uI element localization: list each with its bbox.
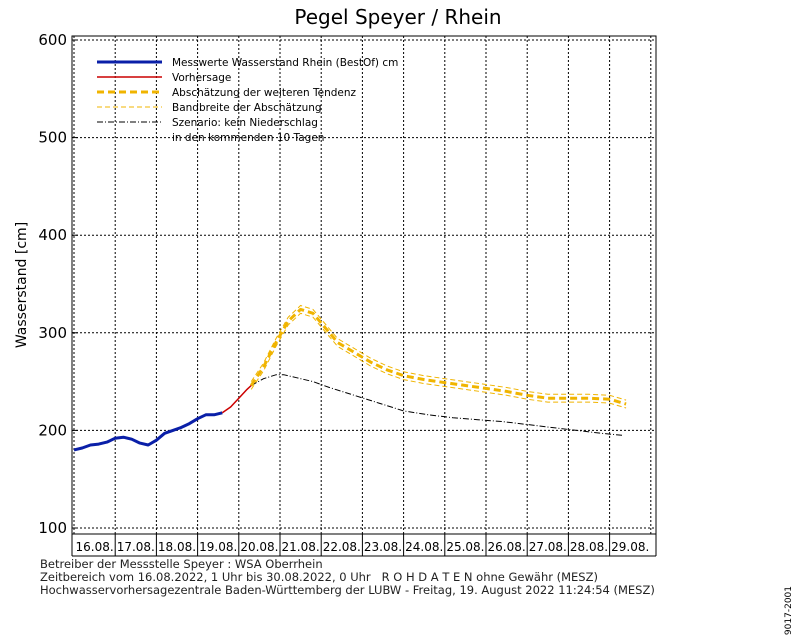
x-tick-label: 28.08. (570, 540, 608, 554)
x-tick-label: 20.08. (240, 540, 278, 554)
x-tick-label: 27.08. (529, 540, 567, 554)
series-band-line (250, 312, 627, 409)
legend-label: Messwerte Wasserstand Rhein (BestOf) cm (172, 57, 398, 69)
plot-frame (71, 35, 657, 535)
legend-label: Szenario: kein Niederschlag (172, 117, 318, 129)
series-band-line (250, 304, 627, 401)
y-tick-label: 400 (38, 226, 67, 244)
footer-source: Hochwasservorhersagezentrale Baden-Württ… (40, 583, 655, 597)
x-tick-label: 23.08. (364, 540, 402, 554)
series-line (221, 384, 252, 414)
footer-timerange: Zeitbereich vom 16.08.2022, 1 Uhr bis 30… (40, 570, 598, 584)
x-tick-labels: 16.08. 17.08. 18.08. 19.08. 20.08. 21.08. 22.0… (76, 540, 650, 554)
series-line (249, 307, 627, 406)
y-tick-label: 200 (38, 421, 67, 439)
x-tick-label: 26.08. (488, 540, 526, 554)
chart-svg: Pegel Speyer / Rhein Wasserstand [cm] 10… (14, 5, 657, 557)
chart-title: Pegel Speyer / Rhein (294, 5, 501, 29)
series-lines (73, 304, 627, 452)
grid (71, 36, 657, 557)
legend-label: in den kommenden 10 Tagen (172, 132, 324, 144)
series-line (250, 374, 623, 436)
x-tick-label: 29.08. (611, 540, 649, 554)
x-tick-label: 22.08. (323, 540, 361, 554)
x-tick-label: 17.08. (117, 540, 155, 554)
y-tick-labels: 100 200 300 400 500 600 (38, 31, 78, 537)
legend-label: Bandbreite der Abschätzung (172, 102, 322, 114)
y-tick-label: 600 (38, 31, 67, 49)
x-tick-label: 19.08. (199, 540, 237, 554)
x-tick-label: 18.08. (158, 540, 196, 554)
legend-label: Vorhersage (172, 72, 231, 84)
y-tick-label: 300 (38, 324, 67, 342)
footer-operator: Betreiber der Messstelle Speyer : WSA Ob… (40, 557, 323, 571)
x-tick-label: 21.08. (282, 540, 320, 554)
x-tick-label: 16.08. (76, 540, 114, 554)
legend-label: Abschätzung der weiteren Tendenz (172, 87, 357, 99)
series-line (73, 411, 223, 452)
y-axis-label: Wasserstand [cm] (14, 222, 30, 348)
side-code: 9017-2001 (784, 586, 794, 635)
y-tick-label: 500 (38, 129, 67, 147)
x-tick-label: 24.08. (405, 540, 443, 554)
legend: Messwerte Wasserstand Rhein (BestOf) cm V… (97, 57, 398, 144)
x-tick-label: 25.08. (446, 540, 484, 554)
y-tick-label: 100 (38, 519, 67, 537)
